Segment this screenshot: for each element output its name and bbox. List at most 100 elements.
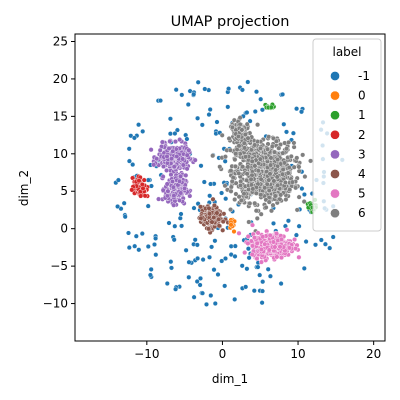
scatter-point-label--1 <box>251 288 257 294</box>
scatter-point-label--1 <box>145 243 151 249</box>
scatter-point-label-3 <box>182 185 188 191</box>
scatter-point-label--1 <box>222 158 228 164</box>
legend-label-1: 1 <box>358 108 366 122</box>
scatter-point-label--1 <box>206 254 212 260</box>
scatter-point-label--1 <box>136 122 142 128</box>
scatter-point-label--1 <box>130 162 136 168</box>
scatter-point-label-6 <box>242 145 248 151</box>
scatter-point-label--1 <box>313 242 319 248</box>
scatter-point-label-6 <box>232 163 238 169</box>
scatter-point-label--1 <box>285 218 291 224</box>
scatter-point-label--1 <box>115 177 121 183</box>
scatter-point-label--1 <box>258 96 264 102</box>
scatter-point-label--1 <box>199 122 205 128</box>
legend: label -1 0 1 2 3 4 5 6 <box>312 38 382 232</box>
scatter-point-label--1 <box>303 239 309 245</box>
scatter-point-label-2 <box>129 187 135 193</box>
scatter-point-label-3 <box>177 137 183 143</box>
scatter-point-label--1 <box>214 119 220 125</box>
x-tick-label: 10 <box>290 347 305 361</box>
scatter-point-label--1 <box>260 279 266 285</box>
scatter-point-label--1 <box>148 266 154 272</box>
y-tick-label: 10 <box>53 147 68 161</box>
scatter-point-label-6 <box>232 157 238 163</box>
scatter-point-label--1 <box>167 131 173 137</box>
scatter-point-label-6 <box>252 142 258 148</box>
scatter-point-label-6 <box>286 164 292 170</box>
legend-entries: -1 0 1 2 3 4 5 6 <box>330 69 370 220</box>
scatter-point-label--1 <box>290 130 296 136</box>
scatter-point-label--1 <box>136 247 142 253</box>
scatter-point-label-6 <box>267 171 273 177</box>
scatter-point-label-5 <box>266 247 272 253</box>
scatter-point-label--1 <box>208 293 214 299</box>
scatter-point-label-3 <box>160 163 166 169</box>
x-tick-label: 0 <box>219 347 227 361</box>
scatter-point-label-5 <box>260 234 266 240</box>
scatter-point-label-6 <box>244 177 250 183</box>
scatter-point-label-6 <box>262 185 268 191</box>
scatter-point-label-6 <box>291 140 297 146</box>
scatter-point-label-6 <box>275 182 281 188</box>
scatter-point-label--1 <box>197 275 203 281</box>
scatter-point-label-6 <box>308 158 314 164</box>
scatter-point-label--1 <box>151 241 157 247</box>
legend-marker-0 <box>330 90 340 101</box>
scatter-point-label--1 <box>301 265 307 271</box>
scatter-point-label-5 <box>248 238 254 244</box>
scatter-point-label-5 <box>254 256 260 262</box>
scatter-point-label--1 <box>225 104 231 110</box>
scatter-point-label--1 <box>147 272 153 278</box>
scatter-point-label-2 <box>138 193 144 199</box>
scatter-point-label--1 <box>185 101 191 107</box>
y-tick-label: −5 <box>50 259 68 273</box>
scatter-point-label--1 <box>184 136 190 142</box>
scatter-point-label-5 <box>272 244 278 250</box>
scatter-point-label--1 <box>191 294 197 300</box>
scatter-point-label--1 <box>219 258 225 264</box>
scatter-point-label-3 <box>172 139 178 145</box>
scatter-point-label--1 <box>126 245 132 251</box>
scatter-point-label-6 <box>268 155 274 161</box>
scatter-point-label-5 <box>236 230 242 236</box>
scatter-point-label-4 <box>211 202 217 208</box>
scatter-point-label-6 <box>285 170 291 176</box>
scatter-point-label--1 <box>172 130 178 136</box>
scatter-point-label-5 <box>267 232 273 238</box>
scatter-point-label--1 <box>294 106 300 112</box>
scatter-point-label-6 <box>293 185 299 191</box>
scatter-point-label-3 <box>164 181 170 187</box>
chart-title: UMAP projection <box>171 14 290 30</box>
scatter-point-label--1 <box>179 223 185 229</box>
scatter-point-label--1 <box>245 79 251 85</box>
scatter-point-label-4 <box>198 215 204 221</box>
y-tick-label: 15 <box>53 109 68 123</box>
scatter-point-label-6 <box>244 171 250 177</box>
scatter-point-label-5 <box>242 250 248 256</box>
scatter-point-label-5 <box>251 235 257 241</box>
scatter-point-label-6 <box>291 144 297 150</box>
scatter-point-label-6 <box>233 191 239 197</box>
scatter-point-label-6 <box>280 171 286 177</box>
scatter-point-label-5 <box>249 243 255 249</box>
scatter-point-label-6 <box>245 164 251 170</box>
scatter-point-label--1 <box>257 272 263 278</box>
scatter-point-label--1 <box>265 266 271 272</box>
scatter-point-label--1 <box>239 263 245 269</box>
scatter-point-label-3 <box>157 147 163 153</box>
scatter-point-label-6 <box>227 147 233 153</box>
scatter-point-label-6 <box>247 200 253 206</box>
x-axis-ticks: −10 0 10 20 <box>134 341 381 361</box>
scatter-point-label--1 <box>200 257 206 263</box>
scatter-point-label-6 <box>266 134 272 140</box>
scatter-point-label-6 <box>229 124 235 130</box>
scatter-point-label-6 <box>219 132 225 138</box>
scatter-point-label-4 <box>214 210 220 216</box>
scatter-point-label-6 <box>255 122 261 128</box>
scatter-point-label--1 <box>202 86 208 92</box>
scatter-point-label-6 <box>210 153 216 159</box>
scatter-point-label-6 <box>243 154 249 160</box>
scatter-point-label-6 <box>236 194 242 200</box>
scatter-point-label-6 <box>273 138 279 144</box>
